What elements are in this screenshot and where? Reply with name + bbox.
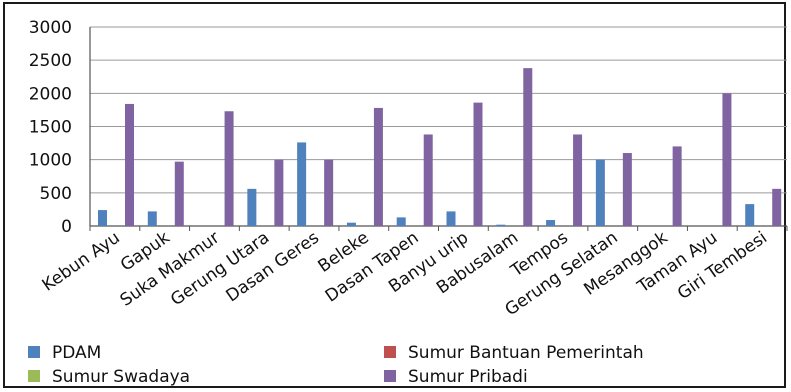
legend-label: Sumur Pribadi	[408, 367, 528, 387]
bar	[622, 153, 632, 226]
bar	[324, 159, 334, 226]
bar	[772, 188, 782, 226]
bar	[573, 134, 583, 226]
bar	[423, 134, 433, 226]
y-tick-label: 1000	[29, 151, 72, 171]
x-category-label: Kebun Ayu	[39, 228, 124, 296]
bar	[595, 159, 605, 226]
legend-swatch	[28, 370, 40, 382]
y-tick-label: 0	[61, 217, 72, 237]
bar	[98, 210, 107, 226]
y-tick-label: 500	[40, 184, 72, 204]
bar	[473, 102, 483, 226]
legend-swatch	[28, 346, 40, 358]
bar	[446, 211, 456, 226]
bar	[745, 204, 755, 226]
bar	[722, 93, 732, 226]
y-tick-label: 3000	[29, 18, 72, 38]
legend-label: Sumur Swadaya	[52, 367, 190, 387]
bar	[346, 222, 356, 226]
bar	[297, 142, 307, 226]
legend-swatch	[384, 346, 396, 358]
legend-swatch	[384, 370, 396, 382]
legend-label: Sumur Bantuan Pemerintah	[408, 343, 644, 363]
y-tick-label: 1500	[29, 118, 72, 138]
bar	[174, 161, 184, 226]
bar	[373, 107, 383, 226]
bar	[224, 111, 234, 226]
y-tick-label: 2000	[29, 84, 72, 104]
y-tick-label: 2500	[29, 51, 72, 71]
bar	[672, 146, 682, 226]
bar	[396, 217, 406, 226]
bar	[546, 220, 556, 226]
bar	[496, 224, 506, 226]
bar	[523, 68, 533, 226]
bar	[274, 159, 284, 226]
bar	[247, 188, 257, 226]
bar	[125, 103, 134, 226]
legend-label: PDAM	[52, 343, 101, 363]
bar	[147, 211, 157, 226]
